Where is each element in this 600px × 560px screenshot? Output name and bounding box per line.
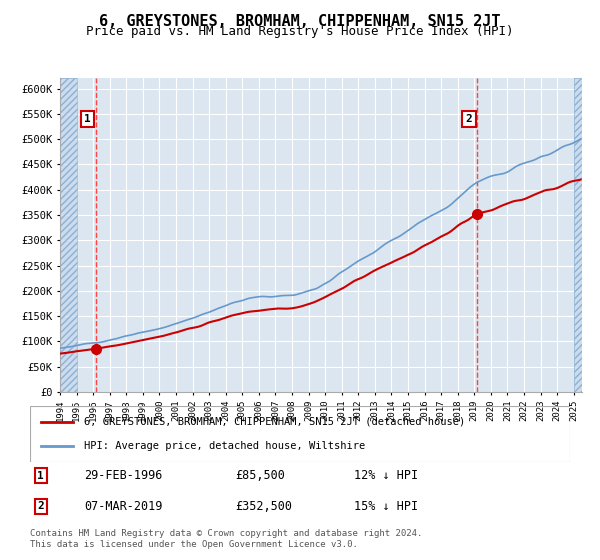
Bar [60, 78, 77, 392]
Text: 07-MAR-2019: 07-MAR-2019 [84, 500, 163, 513]
Text: 1: 1 [84, 114, 91, 124]
Text: Contains HM Land Registry data © Crown copyright and database right 2024.
This d: Contains HM Land Registry data © Crown c… [30, 529, 422, 549]
Text: 6, GREYSTONES, BROMHAM, CHIPPENHAM, SN15 2JT: 6, GREYSTONES, BROMHAM, CHIPPENHAM, SN15… [99, 14, 501, 29]
Text: 2: 2 [466, 114, 472, 124]
Bar [60, 78, 77, 392]
Text: 1: 1 [37, 470, 44, 480]
Text: Price paid vs. HM Land Registry's House Price Index (HPI): Price paid vs. HM Land Registry's House … [86, 25, 514, 38]
Text: £352,500: £352,500 [235, 500, 292, 513]
Text: 12% ↓ HPI: 12% ↓ HPI [354, 469, 418, 482]
Text: 29-FEB-1996: 29-FEB-1996 [84, 469, 163, 482]
Text: 15% ↓ HPI: 15% ↓ HPI [354, 500, 418, 513]
Text: HPI: Average price, detached house, Wiltshire: HPI: Average price, detached house, Wilt… [84, 441, 365, 451]
Bar [574, 78, 582, 392]
Text: £85,500: £85,500 [235, 469, 285, 482]
Text: 2: 2 [37, 501, 44, 511]
Bar [574, 78, 582, 392]
Text: 6, GREYSTONES, BROMHAM, CHIPPENHAM, SN15 2JT (detached house): 6, GREYSTONES, BROMHAM, CHIPPENHAM, SN15… [84, 417, 465, 427]
